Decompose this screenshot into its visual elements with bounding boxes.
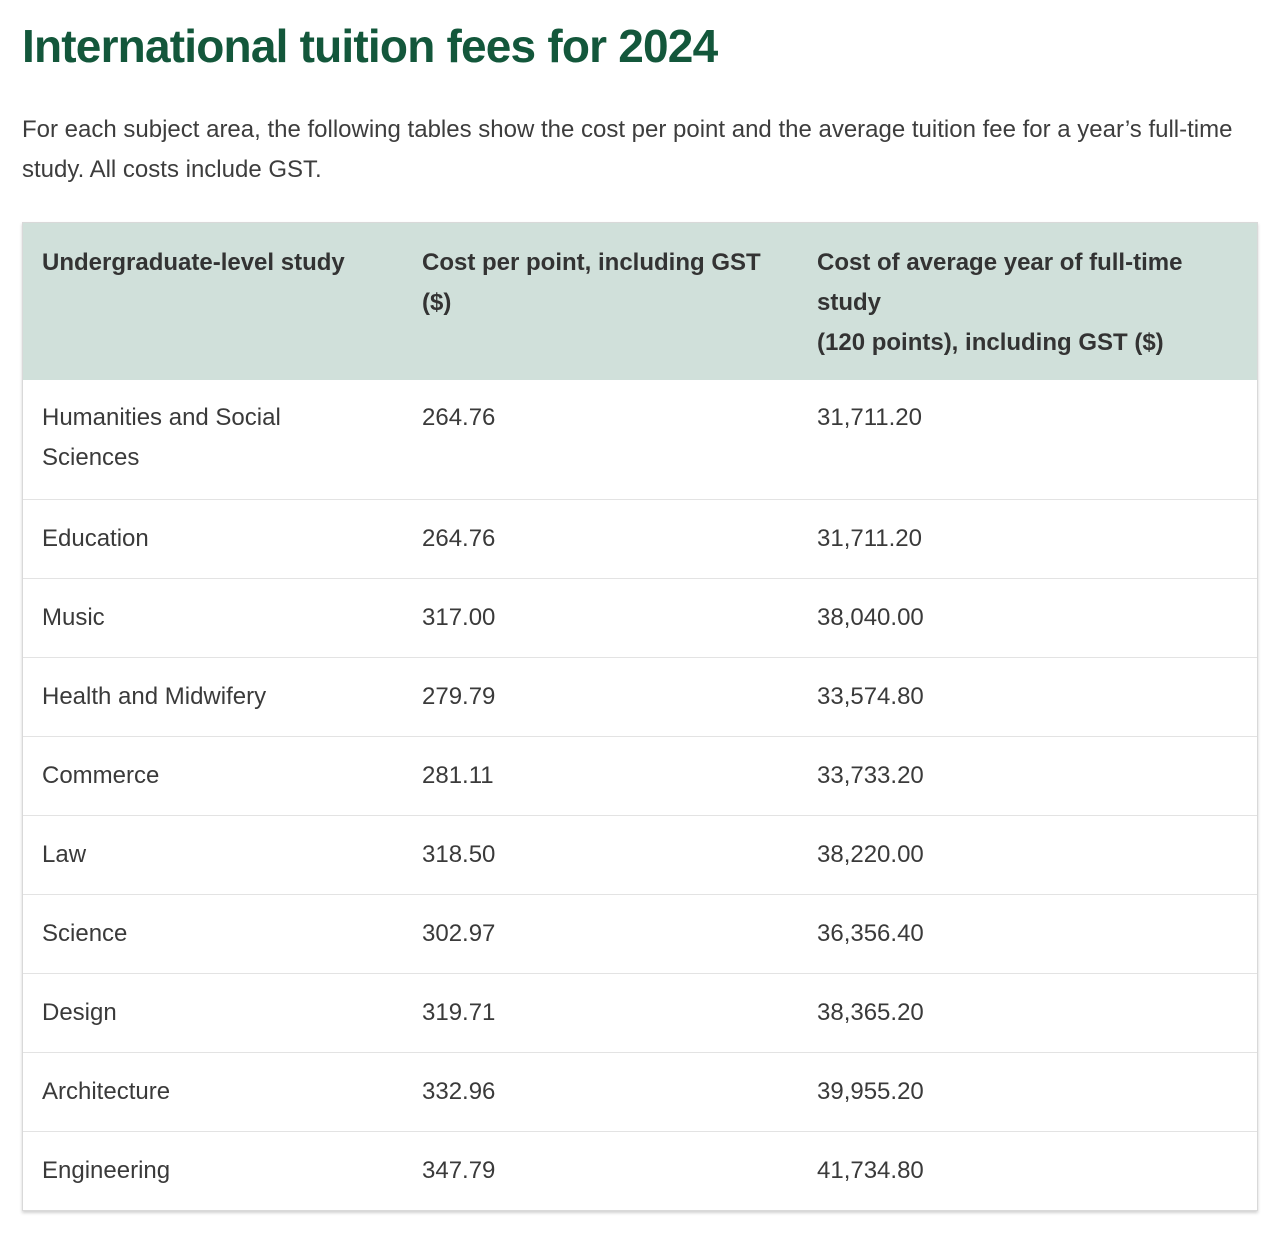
cell-subject: Science [23, 894, 403, 974]
cell-average-year: 39,955.20 [798, 1052, 1257, 1132]
cell-subject: Humanities and Social Sciences [42, 404, 281, 471]
cell-subject: Law [23, 815, 403, 895]
cell-cost-per-point: 319.71 [403, 973, 798, 1053]
header-average-year-line1: Cost of average year of full-time study [817, 249, 1183, 316]
cell-cost-per-point: 302.97 [403, 894, 798, 974]
table-row: Music 317.00 38,040.00 [23, 578, 1257, 658]
cell-cost-per-point: 264.76 [403, 499, 798, 579]
page-title: International tuition fees for 2024 [22, 20, 718, 72]
cell-subject: Design [23, 973, 403, 1053]
header-average-year: Cost of average year of full-time study … [798, 223, 1257, 380]
tuition-fees-table-container: Undergraduate-level study Cost per point… [22, 222, 1258, 1211]
cell-subject: Health and Midwifery [23, 657, 403, 737]
intro-paragraph: For each subject area, the following tab… [22, 116, 1233, 183]
header-cost-per-point: Cost per point, including GST ($) [403, 223, 798, 380]
table-row: Humanities and Social Sciences 264.76 31… [23, 380, 1257, 500]
table-row: Design 319.71 38,365.20 [23, 973, 1257, 1053]
cell-subject: Architecture [23, 1052, 403, 1132]
tuition-fees-table: Undergraduate-level study Cost per point… [23, 223, 1257, 1210]
cell-average-year: 38,365.20 [798, 973, 1257, 1053]
cell-average-year: 38,040.00 [798, 578, 1257, 658]
table-row: Science 302.97 36,356.40 [23, 894, 1257, 974]
cell-subject: Music [23, 578, 403, 658]
cell-cost-per-point: 318.50 [403, 815, 798, 895]
cell-average-year: 36,356.40 [798, 894, 1257, 974]
cell-average-year: 38,220.00 [798, 815, 1257, 895]
table-row: Law 318.50 38,220.00 [23, 815, 1257, 895]
header-average-year-line2: (120 points), including GST ($) [817, 329, 1164, 356]
cell-average-year: 33,733.20 [798, 736, 1257, 816]
cell-subject: Commerce [23, 736, 403, 816]
table-row: Engineering 347.79 41,734.80 [23, 1131, 1257, 1210]
cell-subject: Education [23, 499, 403, 579]
table-row: Commerce 281.11 33,733.20 [23, 736, 1257, 816]
cell-average-year: 33,574.80 [798, 657, 1257, 737]
table-row: Architecture 332.96 39,955.20 [23, 1052, 1257, 1132]
cell-cost-per-point: 279.79 [403, 657, 798, 737]
cell-average-year: 31,711.20 [817, 404, 922, 431]
table-row: Education 264.76 31,711.20 [23, 499, 1257, 579]
table-row: Health and Midwifery 279.79 33,574.80 [23, 657, 1257, 737]
cell-cost-per-point: 264.76 [422, 404, 496, 431]
header-subject: Undergraduate-level study [23, 223, 403, 380]
cell-average-year: 31,711.20 [798, 499, 1257, 579]
table-header-row: Undergraduate-level study Cost per point… [23, 223, 1257, 380]
table-body: Humanities and Social Sciences 264.76 31… [23, 380, 1257, 1210]
cell-cost-per-point: 317.00 [403, 578, 798, 658]
cell-cost-per-point: 347.79 [403, 1131, 798, 1210]
cell-average-year: 41,734.80 [798, 1131, 1257, 1210]
table-header: Undergraduate-level study Cost per point… [23, 223, 1257, 380]
cell-cost-per-point: 281.11 [403, 736, 798, 816]
cell-subject: Engineering [23, 1131, 403, 1210]
cell-cost-per-point: 332.96 [403, 1052, 798, 1132]
